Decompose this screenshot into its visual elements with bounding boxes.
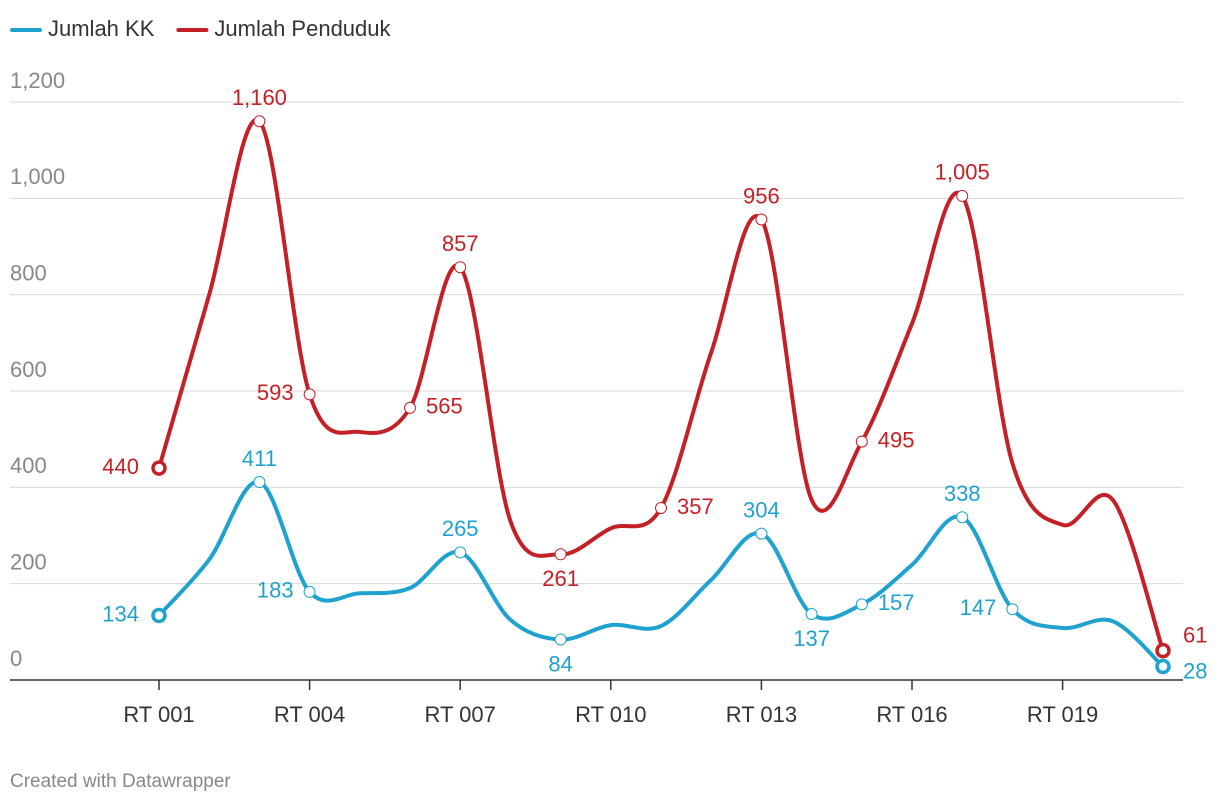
point	[303, 585, 316, 598]
point	[1155, 658, 1171, 675]
legend-label: Jumlah Penduduk	[214, 16, 391, 41]
data-label: 265	[442, 516, 479, 541]
data-label: 411	[242, 446, 277, 471]
point	[805, 608, 818, 621]
point	[404, 401, 416, 414]
x-tick-label: RT 010	[575, 702, 646, 727]
y-tick-label: 1,000	[10, 164, 65, 189]
point	[554, 548, 567, 561]
data-label: 28	[1183, 658, 1207, 683]
point	[956, 511, 969, 524]
point	[303, 388, 316, 401]
data-label: 183	[257, 578, 294, 603]
data-label: 147	[960, 595, 997, 620]
x-tick-label: RT 019	[1027, 702, 1098, 727]
point	[253, 115, 266, 128]
point	[755, 213, 768, 226]
x-tick-label: RT 013	[726, 702, 797, 727]
data-label: 1,160	[232, 85, 287, 110]
point	[855, 435, 868, 448]
point	[755, 527, 768, 540]
data-label: 134	[102, 601, 139, 626]
y-tick-label: 400	[10, 453, 47, 478]
series-line	[157, 117, 1165, 652]
x-tick-label: RT 007	[425, 702, 496, 727]
y-tick-label: 0	[10, 646, 22, 671]
x-tick-label: RT 001	[123, 702, 194, 727]
y-tick-label: 800	[10, 260, 47, 285]
data-label: 84	[548, 651, 572, 676]
x-tick-label: RT 016	[876, 702, 947, 727]
point	[151, 460, 167, 476]
point	[655, 502, 667, 515]
data-label: 495	[878, 427, 915, 452]
y-tick-label: 200	[10, 549, 47, 574]
data-label: 261	[542, 566, 579, 591]
data-label: 137	[793, 626, 830, 651]
data-label: 157	[878, 590, 915, 615]
y-tick-label: 600	[10, 357, 47, 382]
point	[253, 476, 266, 489]
point	[454, 546, 467, 559]
point	[1006, 603, 1019, 616]
data-label: 956	[743, 183, 780, 208]
point	[151, 607, 167, 624]
data-label: 565	[426, 394, 463, 419]
point	[454, 261, 467, 274]
data-label: 1,005	[935, 160, 990, 185]
legend-label: Jumlah KK	[48, 16, 155, 41]
point	[855, 598, 868, 611]
data-label: 357	[677, 494, 714, 519]
data-label: 440	[102, 454, 139, 479]
point	[1155, 642, 1171, 659]
data-label: 593	[257, 380, 294, 405]
point	[554, 633, 567, 646]
data-label: 304	[743, 497, 780, 522]
x-tick-label: RT 004	[274, 702, 345, 727]
data-label: 61	[1183, 622, 1207, 647]
footer: Created with Datawrapper	[10, 771, 231, 792]
point	[956, 189, 969, 202]
data-label: 857	[442, 231, 479, 256]
y-tick-label: 1,200	[10, 68, 65, 93]
data-label: 338	[944, 481, 981, 506]
